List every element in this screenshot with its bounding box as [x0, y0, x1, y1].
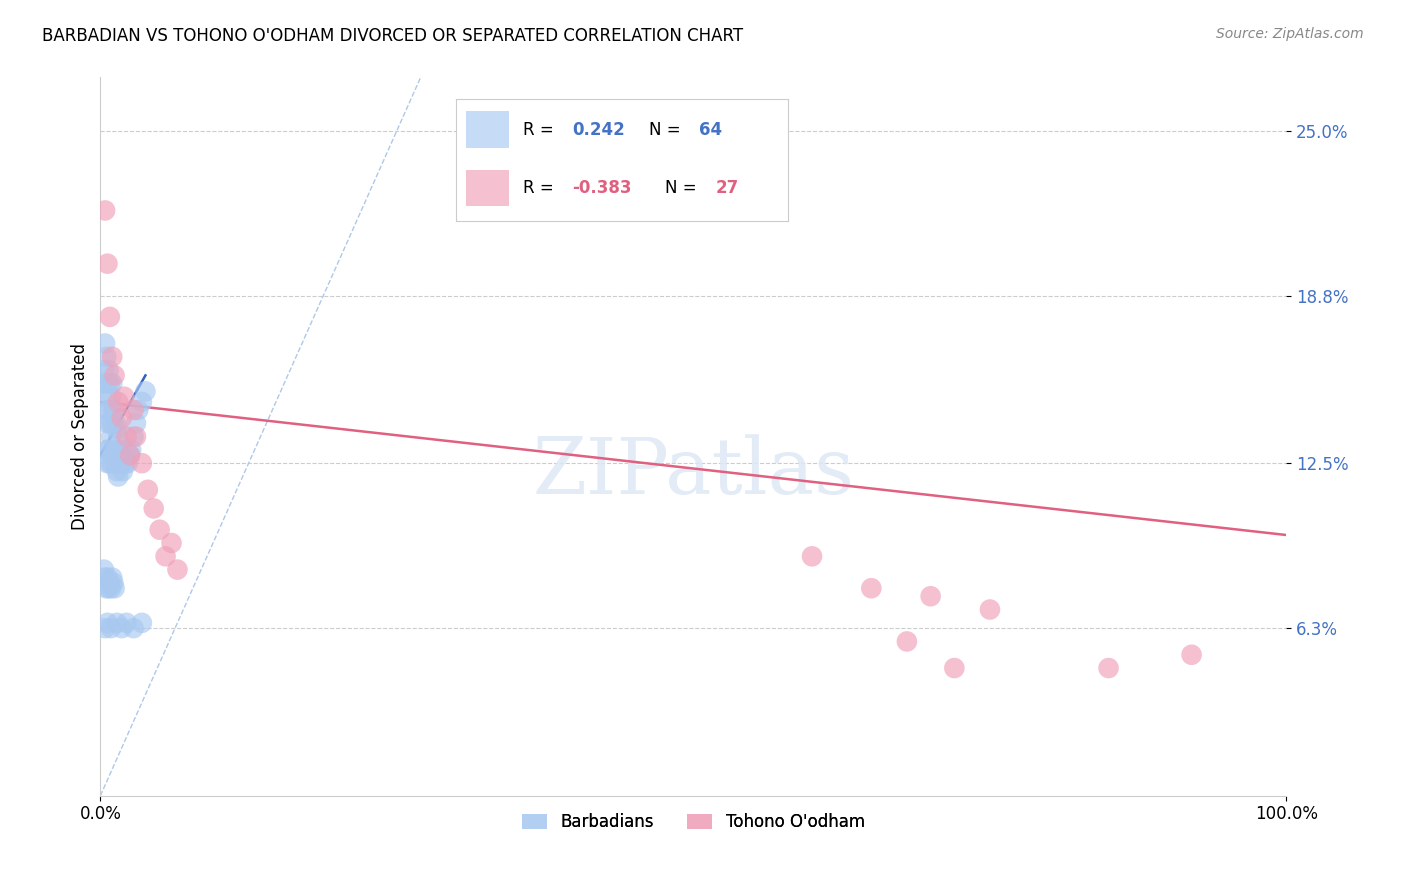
Point: [101, 417, 124, 431]
Point: [131, 395, 153, 409]
Point: [105, 615, 128, 630]
Point: [97, 363, 120, 377]
Point: [943, 661, 966, 675]
Point: [117, 456, 139, 470]
Point: [101, 571, 124, 585]
Point: [920, 589, 942, 603]
Point: [93, 563, 115, 577]
Point: [107, 429, 129, 443]
Point: [1180, 648, 1202, 662]
Point: [96, 403, 118, 417]
Point: [100, 429, 122, 443]
Point: [101, 376, 124, 391]
Point: [96, 442, 118, 457]
Point: [115, 442, 138, 457]
Point: [103, 368, 125, 383]
Point: [97, 442, 120, 457]
Point: [91, 376, 114, 391]
Point: [101, 456, 124, 470]
Point: [96, 417, 118, 431]
Point: [96, 456, 118, 470]
Point: [136, 483, 159, 497]
Point: [98, 576, 121, 591]
Point: [115, 615, 138, 630]
Point: [110, 456, 132, 470]
Point: [98, 376, 121, 391]
Point: [112, 390, 135, 404]
Point: [122, 403, 145, 417]
Point: [122, 621, 145, 635]
Point: [103, 448, 125, 462]
Point: [118, 448, 141, 462]
Point: [98, 310, 121, 324]
Point: [103, 403, 125, 417]
Point: [131, 456, 153, 470]
Point: [979, 602, 1001, 616]
Point: [100, 581, 122, 595]
Point: [125, 429, 148, 443]
Point: [111, 621, 134, 635]
Point: [111, 448, 134, 462]
Point: [94, 571, 117, 585]
Point: [860, 581, 883, 595]
Point: [142, 501, 165, 516]
Point: [100, 621, 122, 635]
Point: [108, 442, 131, 457]
Point: [111, 464, 134, 478]
Point: [103, 442, 125, 457]
Point: [131, 615, 153, 630]
Point: [94, 203, 117, 218]
Point: [97, 403, 120, 417]
Point: [103, 581, 125, 595]
Point: [96, 581, 118, 595]
Point: [107, 395, 129, 409]
Point: [96, 257, 118, 271]
Point: [127, 403, 149, 417]
Point: [801, 549, 824, 564]
Point: [149, 523, 172, 537]
Point: [96, 571, 118, 585]
Point: [94, 390, 117, 404]
Point: [94, 336, 117, 351]
Point: [105, 464, 128, 478]
Point: [93, 363, 115, 377]
Point: [111, 411, 134, 425]
Point: [125, 417, 148, 431]
Point: [97, 581, 120, 595]
Point: [118, 448, 141, 462]
Point: [114, 456, 136, 470]
Text: BARBADIAN VS TOHONO O'ODHAM DIVORCED OR SEPARATED CORRELATION CHART: BARBADIAN VS TOHONO O'ODHAM DIVORCED OR …: [42, 27, 744, 45]
Point: [96, 615, 118, 630]
Point: [112, 448, 135, 462]
Point: [122, 429, 145, 443]
Point: [120, 442, 142, 457]
Y-axis label: Divorced or Separated: Divorced or Separated: [72, 343, 89, 530]
Point: [115, 429, 138, 443]
Point: [103, 576, 125, 591]
Point: [160, 536, 183, 550]
Point: [104, 417, 127, 431]
Point: [104, 456, 127, 470]
Point: [96, 376, 118, 391]
Point: [1097, 661, 1119, 675]
Point: [98, 417, 121, 431]
Text: ZIPatlas: ZIPatlas: [533, 434, 855, 510]
Point: [103, 403, 125, 417]
Point: [105, 422, 128, 436]
Point: [166, 563, 188, 577]
Text: Source: ZipAtlas.com: Source: ZipAtlas.com: [1216, 27, 1364, 41]
Point: [100, 390, 122, 404]
Legend: Barbadians, Tohono O'odham: Barbadians, Tohono O'odham: [516, 806, 872, 838]
Point: [98, 456, 121, 470]
Point: [134, 384, 156, 399]
Point: [107, 469, 129, 483]
Point: [896, 634, 918, 648]
Point: [96, 350, 118, 364]
Point: [94, 621, 117, 635]
Point: [101, 350, 124, 364]
Point: [155, 549, 177, 564]
